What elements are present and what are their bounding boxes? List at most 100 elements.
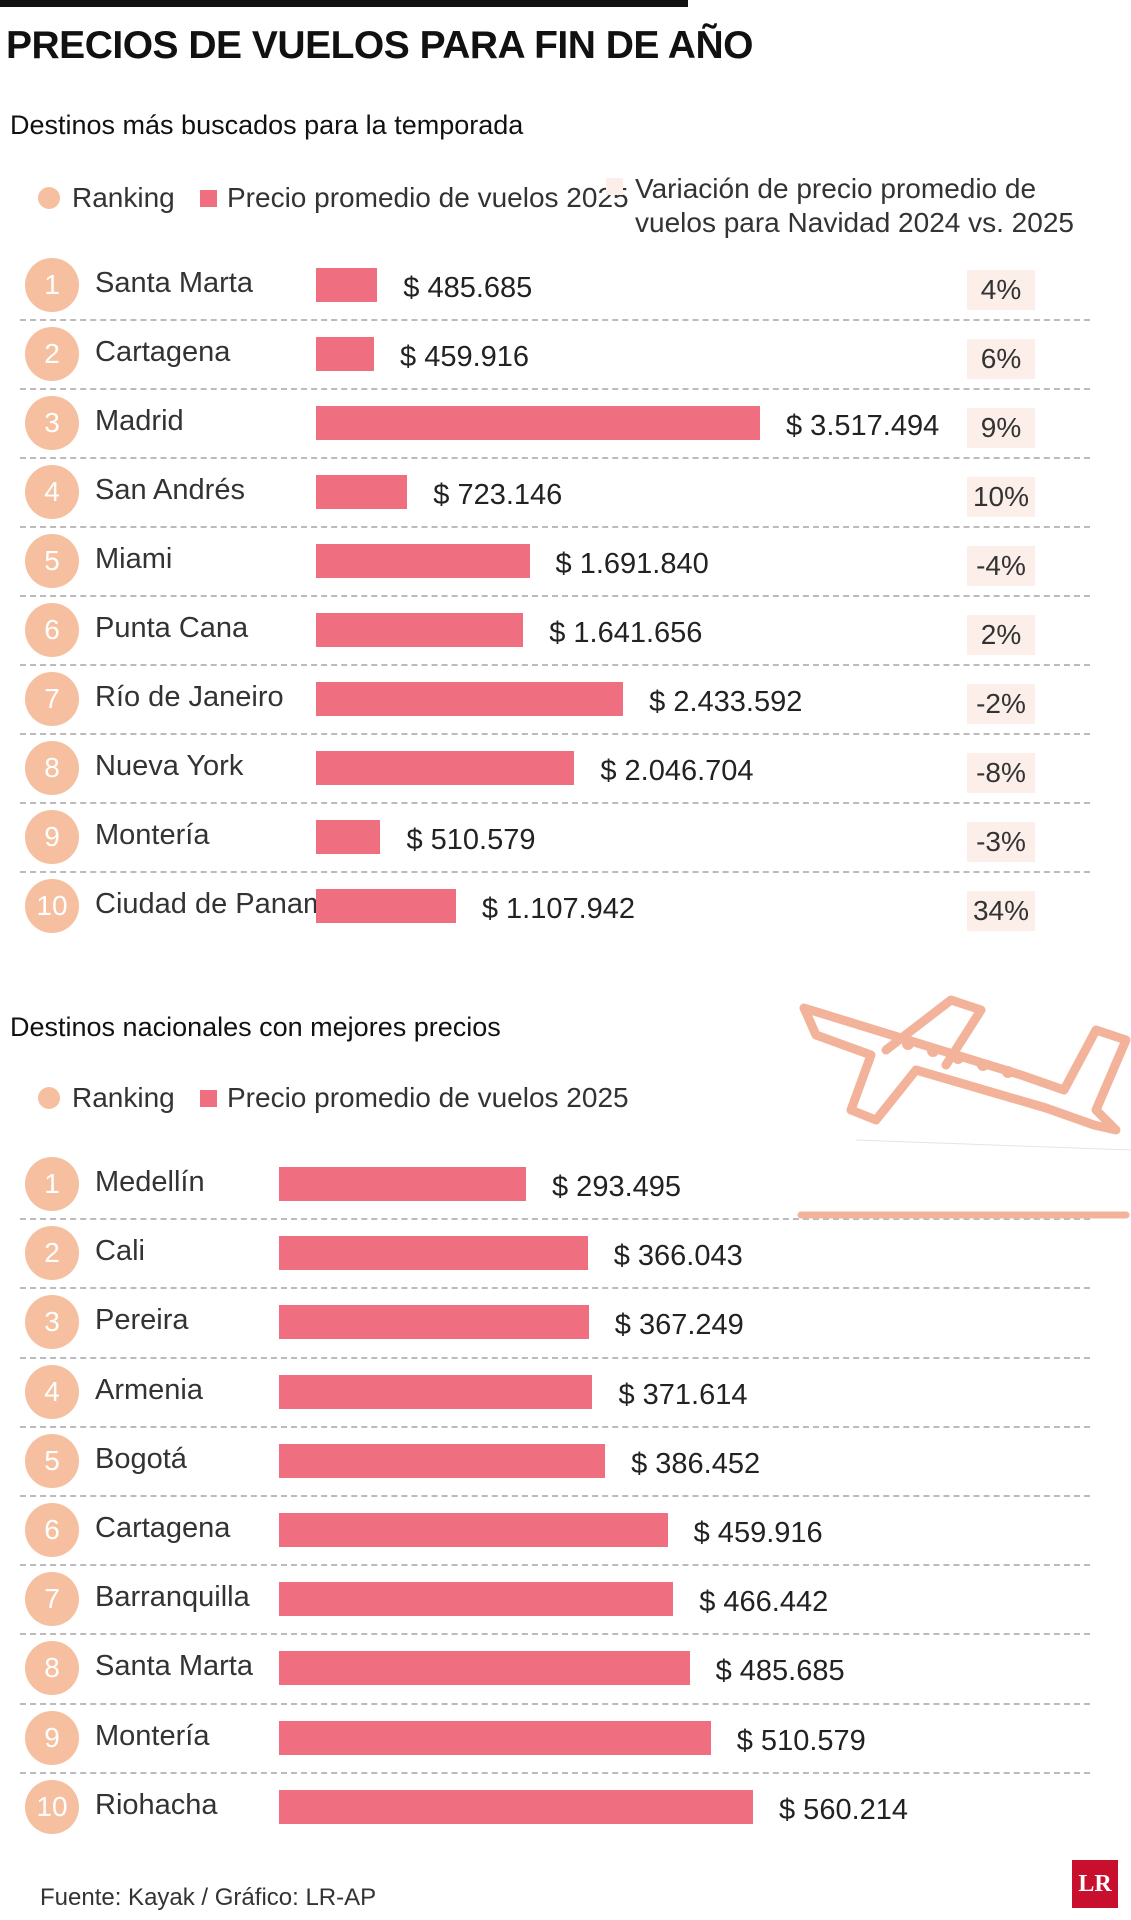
lr-logo: LR	[1072, 1860, 1118, 1908]
rank-badge: 5	[25, 534, 79, 588]
destination-label: Montería	[95, 1719, 210, 1752]
destination-label: Nueva York	[95, 750, 244, 782]
row-separator	[20, 1702, 1090, 1705]
destination-label: San Andrés	[95, 474, 245, 506]
row-separator	[20, 1495, 1090, 1497]
table-row: 6 Cartagena $ 459.916	[0, 1503, 1131, 1571]
destination-label: Armenia	[95, 1373, 203, 1406]
rank-badge: 2	[25, 327, 79, 381]
price-bar	[316, 544, 530, 578]
destination-label: Montería	[95, 819, 210, 851]
rank-badge: 3	[25, 1295, 79, 1350]
row-separator	[20, 1425, 1090, 1428]
row-separator	[20, 733, 1090, 735]
price-bar	[316, 820, 381, 854]
rank-badge: 7	[25, 1572, 79, 1627]
table-row: 9 Montería $ 510.579 -3%	[0, 810, 1131, 878]
price-label: $ 1.691.840	[555, 548, 709, 580]
page-title: PRECIOS DE VUELOS PARA FIN DE AÑO	[6, 24, 753, 67]
table-row: 10 Riohacha $ 560.214	[0, 1779, 1131, 1848]
destination-label: Santa Marta	[95, 1650, 253, 1683]
row-separator	[20, 1633, 1090, 1636]
destination-label: Cartagena	[95, 1512, 231, 1544]
table-row: 8 Santa Marta $ 485.685	[0, 1641, 1131, 1709]
legend-price-label: Precio promedio de vuelos 2025	[227, 182, 629, 213]
price-label: $ 2.433.592	[649, 686, 803, 718]
price-bar	[316, 268, 378, 302]
rank-badge: 4	[25, 465, 79, 519]
legend-ranking-label: Ranking	[72, 1082, 175, 1113]
table-row: 5 Miami $ 1.691.840 -4%	[0, 534, 1131, 602]
destination-label: Río de Janeiro	[95, 681, 284, 713]
row-separator	[20, 457, 1090, 459]
legend-variation-label: Variación de precio promedio de vuelos p…	[635, 173, 1074, 238]
row-separator	[20, 664, 1090, 666]
rank-badge: 8	[25, 741, 79, 795]
price-bar	[279, 1167, 526, 1201]
rank-badge: 9	[25, 810, 79, 864]
table-row: 5 Bogotá $ 386.452	[0, 1433, 1131, 1502]
price-bar	[316, 475, 408, 509]
price-bar	[316, 682, 624, 716]
price-label: $ 459.916	[400, 341, 530, 373]
price-bar	[279, 1443, 606, 1478]
legend-ranking-label: Ranking	[72, 182, 175, 213]
row-separator	[20, 1564, 1090, 1567]
legend-ranking: Ranking	[38, 1082, 175, 1114]
destination-label: Ciudad de Panamá	[95, 888, 344, 920]
legend-price: Precio promedio de vuelos 2025	[200, 1082, 629, 1114]
table-row: 7 Río de Janeiro $ 2.433.592 -2%	[0, 672, 1131, 740]
rank-badge: 6	[25, 603, 79, 657]
table-row: 4 Armenia $ 371.614	[0, 1364, 1131, 1433]
price-bar	[316, 406, 760, 440]
price-label: $ 485.685	[403, 272, 533, 304]
legend-price-label: Precio promedio de vuelos 2025	[227, 1082, 629, 1113]
price-label: $ 510.579	[406, 824, 536, 856]
variation-badge: -8%	[967, 753, 1035, 793]
section1-legend: Ranking Precio promedio de vuelos 2025 V…	[38, 172, 1088, 238]
ranking-swatch	[38, 1087, 60, 1109]
rank-badge: 1	[25, 258, 79, 312]
legend-price: Precio promedio de vuelos 2025	[200, 182, 629, 214]
price-bar	[279, 1582, 674, 1617]
destination-label: Riohacha	[95, 1788, 218, 1821]
destination-label: Barranquilla	[95, 1581, 250, 1614]
price-label: $ 560.214	[779, 1793, 909, 1826]
price-label: $ 366.043	[613, 1240, 743, 1273]
price-bar	[279, 1513, 668, 1547]
legend-variation: Variación de precio promedio de vuelos p…	[606, 172, 1075, 240]
destination-label: Punta Cana	[95, 612, 249, 644]
section2-subtitle: Destinos nacionales con mejores precios	[10, 1012, 501, 1042]
row-separator	[20, 1287, 1090, 1290]
variation-badge: 4%	[967, 270, 1035, 310]
rank-badge: 8	[25, 1641, 79, 1696]
destination-label: Pereira	[95, 1304, 189, 1337]
rank-badge: 3	[25, 396, 79, 450]
row-separator	[20, 595, 1090, 597]
price-bar	[316, 751, 575, 785]
price-bar	[279, 1236, 588, 1271]
price-bar	[316, 889, 456, 923]
destination-label: Miami	[95, 543, 173, 575]
ranking-swatch	[38, 187, 60, 209]
price-bar	[279, 1305, 589, 1340]
price-label: $ 510.579	[736, 1724, 866, 1757]
variation-badge: -4%	[967, 546, 1035, 586]
legend-ranking: Ranking	[38, 182, 175, 214]
price-bar	[279, 1789, 753, 1824]
price-label: $ 485.685	[715, 1655, 845, 1688]
table-row: 2 Cartagena $ 459.916 6%	[0, 327, 1131, 395]
table-row: 3 Madrid $ 3.517.494 9%	[0, 396, 1131, 464]
source-note: Fuente: Kayak / Gráfico: LR-AP	[40, 1884, 377, 1911]
rank-badge: 5	[25, 1433, 79, 1488]
price-bar	[279, 1720, 711, 1755]
price-bar	[316, 337, 375, 371]
table-row: 9 Montería $ 510.579	[0, 1710, 1131, 1779]
price-label: $ 466.442	[699, 1586, 829, 1619]
table-row: 7 Barranquilla $ 466.442	[0, 1572, 1131, 1640]
price-label: $ 293.495	[552, 1171, 682, 1203]
row-separator	[20, 319, 1090, 321]
price-label: $ 386.452	[631, 1447, 761, 1480]
destination-label: Medellín	[95, 1166, 205, 1198]
table-row: 10 Ciudad de Panamá $ 1.107.942 34%	[0, 879, 1131, 947]
